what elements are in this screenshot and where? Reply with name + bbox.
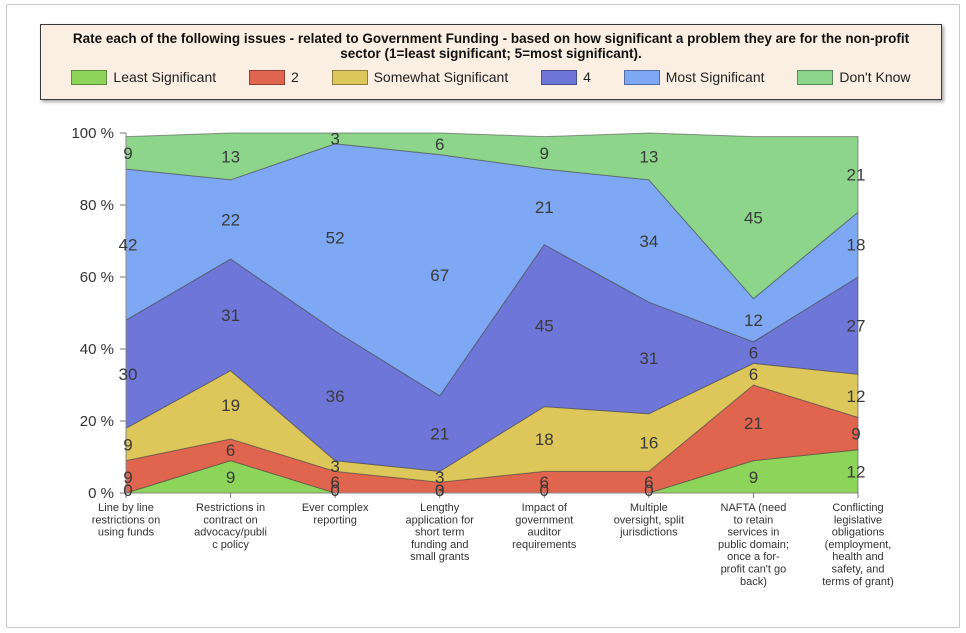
data-label: 13: [221, 147, 240, 166]
data-label: 3: [330, 129, 339, 148]
data-label: 21: [535, 198, 554, 217]
y-tick-label: 80 %: [80, 197, 114, 214]
data-label: 6: [330, 473, 339, 492]
legend-swatch: [623, 69, 660, 85]
legend-label: Don't Know: [839, 69, 911, 85]
data-label: 30: [119, 365, 138, 384]
category-label: Line by line restrictions on using funds: [92, 502, 160, 539]
data-label: 6: [749, 365, 758, 384]
data-label: 22: [221, 210, 240, 229]
data-label: 13: [639, 147, 658, 166]
data-label: 0: [435, 481, 444, 500]
legend-swatch: [71, 69, 108, 85]
category-label: NAFTA (need to retain services in public do…: [718, 502, 789, 588]
legend-item: Somewhat Significant: [331, 69, 509, 85]
y-tick-label: 100 %: [71, 125, 114, 142]
data-label: 6: [644, 473, 653, 492]
category-label: Ever complex reporting: [302, 502, 369, 526]
data-label: 42: [119, 236, 138, 255]
data-label: 21: [744, 414, 763, 433]
legend-item: 2: [248, 69, 299, 85]
category-label: Lengthy application for short term funding …: [405, 502, 474, 563]
legend-label: Least Significant: [113, 69, 217, 85]
data-label: 3: [330, 457, 339, 476]
data-label: 12: [847, 462, 866, 481]
chart-legend: Rate each of the following issues - rela…: [40, 24, 942, 100]
legend-item: Least Significant: [71, 69, 216, 85]
data-label: 21: [430, 425, 449, 444]
data-label: 31: [221, 306, 240, 325]
data-label: 34: [639, 232, 658, 251]
data-label: 45: [535, 317, 554, 336]
legend-swatch: [541, 69, 578, 85]
data-label: 18: [847, 236, 866, 255]
data-label: 45: [744, 209, 763, 228]
category-label: Multiple oversight, split jurisdictions: [614, 502, 684, 539]
data-label: 21: [847, 165, 866, 184]
legend-item: Don't Know: [797, 69, 911, 85]
category-label: Impact of government auditor requirements: [512, 502, 577, 551]
data-label: 31: [639, 349, 658, 368]
data-label: 9: [226, 468, 235, 487]
legend-items: Least Significant 2 Somewhat Significant 4 M…: [55, 69, 927, 85]
data-label: 6: [749, 344, 758, 363]
legend-label: Most Significant: [665, 69, 765, 85]
data-label: 52: [326, 228, 345, 247]
y-tick-label: 20 %: [80, 413, 114, 430]
legend-label: 2: [290, 69, 299, 85]
data-label: 0: [123, 481, 132, 500]
data-label: 12: [744, 311, 763, 330]
data-label: 6: [435, 135, 444, 154]
data-label: 9: [123, 468, 132, 487]
legend-label: 4: [583, 69, 591, 85]
category-label: Restrictions in contract on advocacy/publi…: [194, 502, 267, 551]
y-tick-label: 0 %: [88, 485, 114, 502]
data-label: 9: [123, 144, 132, 163]
data-label: 9: [851, 425, 860, 444]
data-label: 12: [847, 387, 866, 406]
legend-label: Somewhat Significant: [373, 69, 509, 85]
data-label: 3: [435, 481, 444, 500]
area-series-5: [125, 132, 859, 300]
data-label: 9: [749, 468, 758, 487]
data-label: 6: [226, 441, 235, 460]
y-tick-label: 60 %: [80, 269, 114, 286]
data-label: 0: [540, 481, 549, 500]
data-label: 0: [644, 481, 653, 500]
legend-swatch: [797, 69, 834, 85]
y-tick-label: 40 %: [80, 341, 114, 358]
data-label: 9: [540, 144, 549, 163]
legend-swatch: [248, 69, 285, 85]
data-label: 9: [123, 435, 132, 454]
data-label: 27: [847, 317, 866, 336]
chart-title: Rate each of the following issues - rela…: [72, 31, 910, 61]
data-label: 0: [330, 481, 339, 500]
legend-swatch: [331, 69, 368, 85]
data-label: 67: [430, 266, 449, 285]
data-label: 3: [435, 468, 444, 487]
data-label: 6: [540, 473, 549, 492]
data-label: 19: [221, 396, 240, 415]
data-label: 36: [326, 387, 345, 406]
legend-item: Most Significant: [623, 69, 765, 85]
data-label: 18: [535, 430, 554, 449]
data-label: 16: [639, 434, 658, 453]
legend-item: 4: [541, 69, 591, 85]
category-label: Conflicting legislative obligations (employ…: [822, 502, 894, 588]
